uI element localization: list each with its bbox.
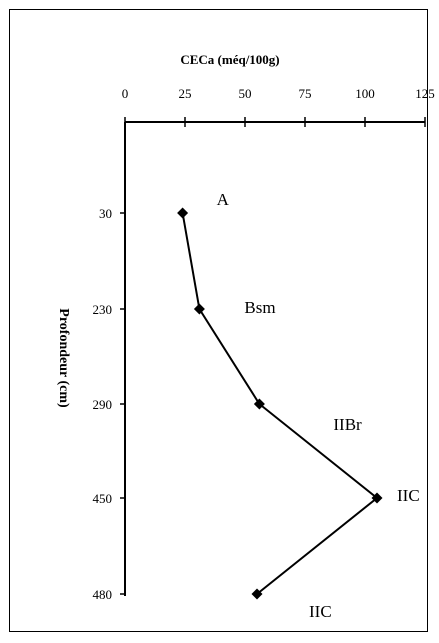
series-line xyxy=(181,212,379,595)
x-tick-label: 25 xyxy=(179,86,192,101)
horizon-label: Bsm xyxy=(244,298,275,317)
y-tick-label: 450 xyxy=(93,491,113,506)
horizon-labels: A Bsm IIBr IIC IIC xyxy=(217,190,420,621)
y-tick-label: 230 xyxy=(93,302,113,317)
data-point-marker xyxy=(253,398,265,410)
y-tick-label: 30 xyxy=(99,206,112,221)
data-point-marker xyxy=(371,492,383,504)
x-tick-label: 125 xyxy=(415,86,435,101)
series-line-group xyxy=(177,207,383,600)
x-tick-label: 50 xyxy=(239,86,252,101)
chart-frame xyxy=(9,9,428,632)
x-tick-label: 75 xyxy=(299,86,312,101)
data-point-marker xyxy=(193,303,205,315)
horizon-label: IIBr xyxy=(333,415,362,434)
horizon-label: A xyxy=(217,190,230,209)
x-tick-label: 0 xyxy=(122,86,129,101)
y-axis-label: Profondeur (cm) xyxy=(56,308,71,408)
chart-title: CECa (méq/100g) xyxy=(180,52,279,67)
y-tick-label: 480 xyxy=(93,587,113,602)
data-point-marker xyxy=(251,588,263,600)
horizon-label: IIC xyxy=(309,602,332,621)
y-tick-label: 290 xyxy=(93,397,113,412)
x-tick-label: 100 xyxy=(355,86,375,101)
axes: 0 25 50 75 100 125 30 230 290 450 480 xyxy=(93,86,435,602)
horizon-label: IIC xyxy=(397,486,420,505)
data-point-marker xyxy=(177,207,189,219)
